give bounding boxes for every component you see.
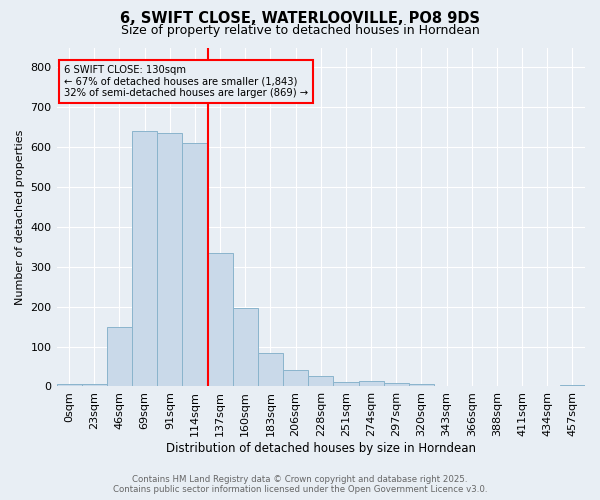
Bar	[233, 308, 258, 386]
Bar	[308, 376, 334, 386]
Bar	[208, 253, 233, 386]
Text: 6, SWIFT CLOSE, WATERLOOVILLE, PO8 9DS: 6, SWIFT CLOSE, WATERLOOVILLE, PO8 9DS	[120, 11, 480, 26]
Text: Size of property relative to detached houses in Horndean: Size of property relative to detached ho…	[121, 24, 479, 37]
Bar	[359, 382, 383, 386]
Bar	[107, 328, 132, 386]
Bar	[409, 384, 434, 386]
Bar	[334, 382, 359, 386]
Bar	[182, 143, 208, 386]
Text: 6 SWIFT CLOSE: 130sqm
← 67% of detached houses are smaller (1,843)
32% of semi-d: 6 SWIFT CLOSE: 130sqm ← 67% of detached …	[64, 65, 308, 98]
Bar	[157, 133, 182, 386]
Bar	[132, 131, 157, 386]
Bar	[383, 384, 409, 386]
Bar	[82, 384, 107, 386]
Bar	[560, 385, 585, 386]
X-axis label: Distribution of detached houses by size in Horndean: Distribution of detached houses by size …	[166, 442, 476, 455]
Text: Contains HM Land Registry data © Crown copyright and database right 2025.
Contai: Contains HM Land Registry data © Crown c…	[113, 474, 487, 494]
Bar	[283, 370, 308, 386]
Bar	[56, 384, 82, 386]
Bar	[258, 352, 283, 386]
Y-axis label: Number of detached properties: Number of detached properties	[15, 130, 25, 304]
